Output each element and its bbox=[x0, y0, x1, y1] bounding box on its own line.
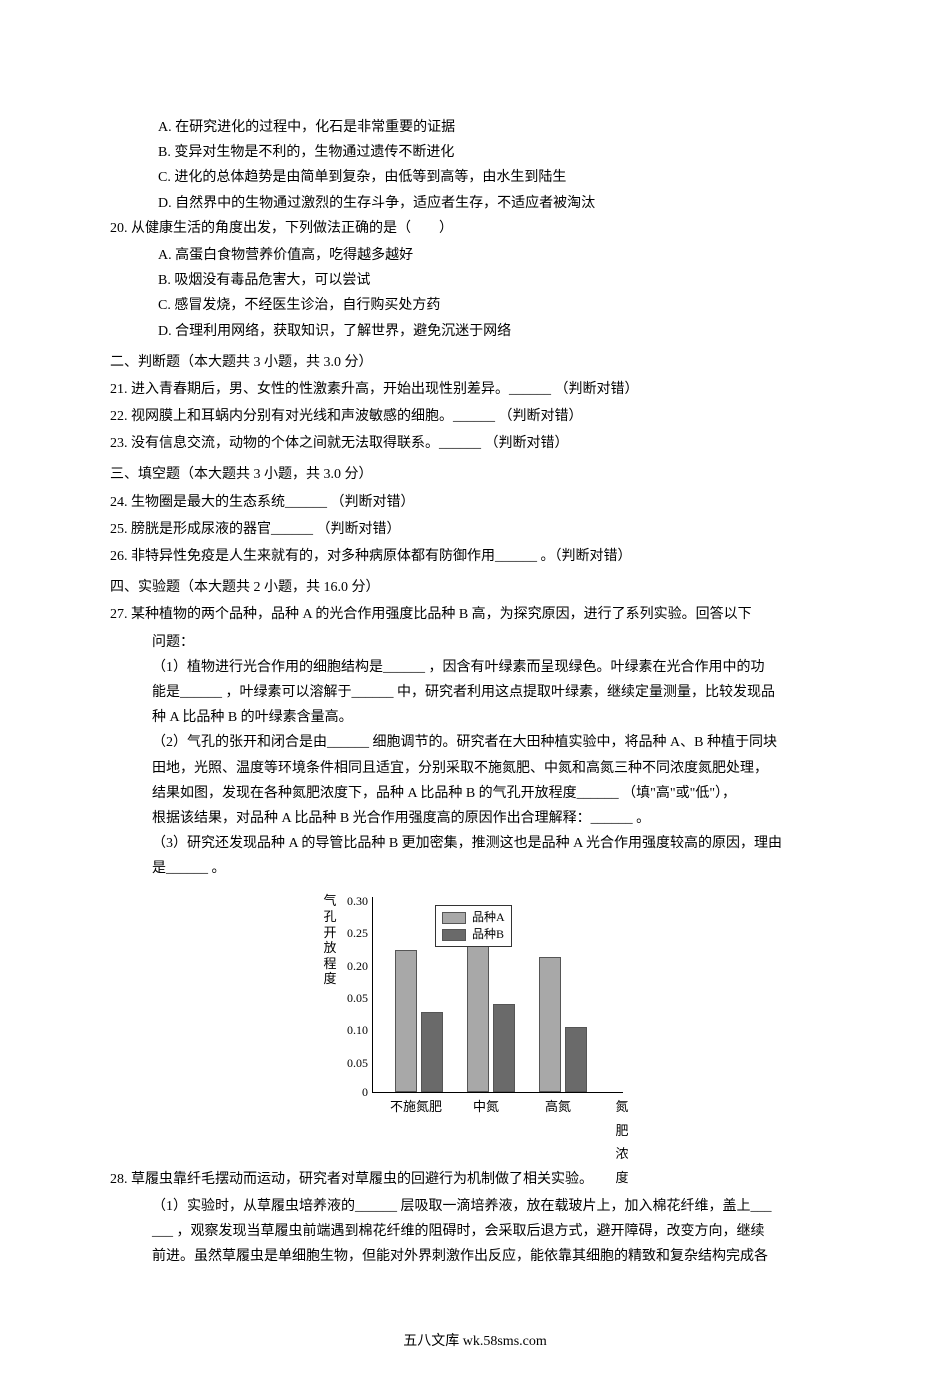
q28-p1-l2: ___ ，观察发现当草履虫前端遇到棉花纤维的阻碍时，会采取后退方式，避开障碍，改… bbox=[110, 1219, 840, 1244]
legend-row-a: 品种A bbox=[442, 909, 505, 926]
q28-p1-l3: 前进。虽然草履虫是单细胞生物，但能对外界刺激作出反应，能依靠其细胞的精致和复杂结… bbox=[110, 1244, 840, 1269]
q20-option-b: B. 吸烟没有毒品危害大，可以尝试 bbox=[110, 268, 840, 293]
q27-p3-l1: （3）研究还发现品种 A 的导管比品种 B 更加密集，推测这也是品种 A 光合作… bbox=[110, 831, 840, 856]
q19-option-c: C. 进化的总体趋势是由简单到复杂，由低等到高等，由水生到陆生 bbox=[110, 165, 840, 190]
q23: 23. 没有信息交流，动物的个体之间就无法取得联系。______ （判断对错） bbox=[110, 431, 840, 456]
x-tick-label: 中氮 bbox=[473, 1095, 499, 1118]
x-tick-label: 氮肥浓度 bbox=[613, 1095, 631, 1189]
q28-stem: 28. 草履虫靠纤毛摆动而运动，研究者对草履虫的回避行为机制做了相关实验。 bbox=[110, 1167, 840, 1192]
q19-option-b: B. 变异对生物是不利的，生物通过遗传不断进化 bbox=[110, 140, 840, 165]
y-tick-label: 0.10 bbox=[340, 1024, 368, 1036]
legend-label-a: 品种A bbox=[472, 909, 505, 926]
bar-chart: 气孔开放程度 品种A 品种B 0.30 0.25 0.20 0.05 0.10 0.05 0… bbox=[310, 893, 640, 1133]
legend-swatch-a bbox=[442, 912, 466, 924]
x-tick-label: 高氮 bbox=[545, 1095, 571, 1118]
q27-p1-l1: （1）植物进行光合作用的细胞结构是______ ，因含有叶绿素而呈现绿色。叶绿素… bbox=[110, 655, 840, 680]
legend-swatch-b bbox=[442, 929, 466, 941]
q21: 21. 进入青春期后，男、女性的性激素升高，开始出现性别差异。______ （判… bbox=[110, 377, 840, 402]
q27-stem-l1: 27. 某种植物的两个品种，品种 A 的光合作用强度比品种 B 高，为探究原因，… bbox=[110, 602, 840, 627]
page-container: A. 在研究进化的过程中，化石是非常重要的证据 B. 变异对生物是不利的，生物通… bbox=[0, 0, 950, 1395]
chart-bar bbox=[493, 1004, 515, 1092]
y-axis-label: 气孔开放程度 bbox=[320, 893, 340, 987]
chart-bar bbox=[539, 957, 561, 1092]
y-tick-label: 0.05 bbox=[340, 1057, 368, 1069]
q28-p1-l1: （1）实验时，从草履虫培养液的______ 层吸取一滴培养液，放在载玻片上，加入… bbox=[110, 1194, 840, 1219]
y-tick-label: 0 bbox=[340, 1086, 368, 1098]
q26: 26. 非特异性免疫是人生来就有的，对多种病原体都有防御作用______ 。（判… bbox=[110, 544, 840, 569]
q19-option-d: D. 自然界中的生物通过激烈的生存斗争，适应者生存，不适应者被淘汰 bbox=[110, 191, 840, 216]
legend-row-b: 品种B bbox=[442, 926, 505, 943]
y-tick-label: 0.25 bbox=[340, 927, 368, 939]
q22: 22. 视网膜上和耳蜗内分别有对光线和声波敏感的细胞。______ （判断对错） bbox=[110, 404, 840, 429]
q25: 25. 膀胱是形成尿液的器官______ （判断对错） bbox=[110, 517, 840, 542]
section-3-header: 三、填空题（本大题共 3 小题，共 3.0 分） bbox=[110, 462, 840, 487]
chart-wrapper: 气孔开放程度 品种A 品种B 0.30 0.25 0.20 0.05 0.10 0.05 0… bbox=[110, 893, 840, 1142]
q27-p3-l2: 是______ 。 bbox=[110, 856, 840, 881]
chart-bar bbox=[565, 1027, 587, 1092]
legend-label-b: 品种B bbox=[472, 926, 504, 943]
q20-option-d: D. 合理利用网络，获取知识，了解世界，避免沉迷于网络 bbox=[110, 319, 840, 344]
chart-bar bbox=[395, 950, 417, 1092]
q20-stem: 20. 从健康生活的角度出发，下列做法正确的是（ ） bbox=[110, 216, 840, 241]
chart-bar bbox=[421, 1012, 443, 1092]
x-tick-label: 不施氮肥 bbox=[390, 1095, 442, 1118]
q20-option-c: C. 感冒发烧，不经医生诊治，自行购买处方药 bbox=[110, 293, 840, 318]
q27-p1-l3: 种 A 比品种 B 的叶绿素含量高。 bbox=[110, 705, 840, 730]
q20-option-a: A. 高蛋白食物营养价值高，吃得越多越好 bbox=[110, 243, 840, 268]
y-tick-label: 0.30 bbox=[340, 895, 368, 907]
chart-bar bbox=[467, 926, 489, 1092]
q27-p2-l3: 结果如图，发现在各种氮肥浓度下，品种 A 比品种 B 的气孔开放程度______… bbox=[110, 781, 840, 806]
q27-stem-l2: 问题： bbox=[110, 630, 840, 655]
q19-option-a: A. 在研究进化的过程中，化石是非常重要的证据 bbox=[110, 115, 840, 140]
page-footer: 五八文库 wk.58sms.com bbox=[110, 1329, 840, 1354]
section-4-header: 四、实验题（本大题共 2 小题，共 16.0 分） bbox=[110, 575, 840, 600]
y-tick-label: 0.05 bbox=[340, 992, 368, 1004]
q27-p1-l2: 能是______ ，叶绿素可以溶解于______ 中，研究者利用这点提取叶绿素，… bbox=[110, 680, 840, 705]
chart-legend: 品种A 品种B bbox=[435, 905, 512, 947]
y-tick-label: 0.20 bbox=[340, 960, 368, 972]
q27-p2-l4: 根据该结果，对品种 A 比品种 B 光合作用强度高的原因作出合理解释：_____… bbox=[110, 806, 840, 831]
q27-p2-l1: （2）气孔的张开和闭合是由______ 细胞调节的。研究者在大田种植实验中，将品… bbox=[110, 730, 840, 755]
section-2-header: 二、判断题（本大题共 3 小题，共 3.0 分） bbox=[110, 350, 840, 375]
q24: 24. 生物圈是最大的生态系统______ （判断对错） bbox=[110, 490, 840, 515]
q27-p2-l2: 田地，光照、温度等环境条件相同且适宜，分别采取不施氮肥、中氮和高氮三种不同浓度氮… bbox=[110, 756, 840, 781]
